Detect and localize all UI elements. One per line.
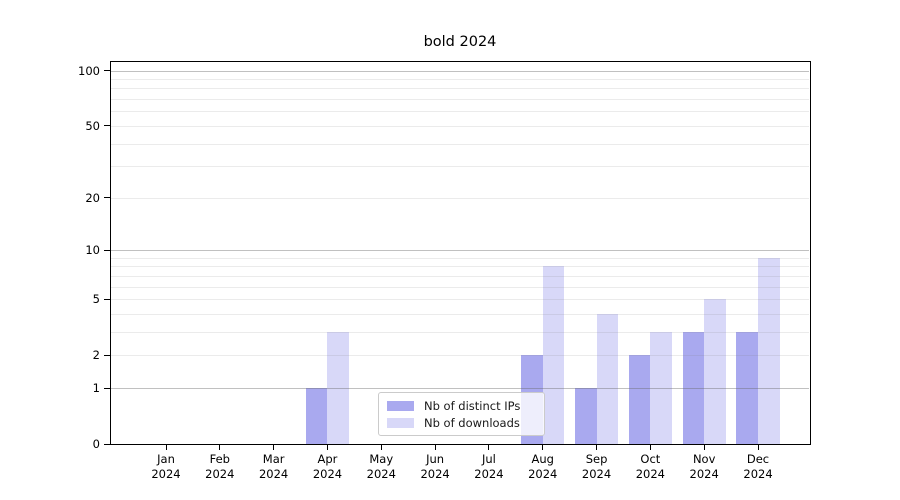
x-tick-label-may: May 2024 xyxy=(349,452,413,482)
gridline-1 xyxy=(111,388,809,390)
x-tick-year: 2024 xyxy=(420,467,450,482)
gridline-100 xyxy=(111,70,809,72)
x-tick-year: 2024 xyxy=(312,467,343,482)
x-tick-label-jul: Jul 2024 xyxy=(457,452,521,482)
x-tick-oct xyxy=(649,445,651,451)
y-tick-5 xyxy=(104,298,110,300)
legend-item-distinct-ips: Nb of distinct IPs xyxy=(387,398,538,413)
bar-distinct-ips-oct xyxy=(628,355,651,445)
y-tick-label-5: 5 xyxy=(92,292,100,307)
gridline-20 xyxy=(111,197,809,199)
gridline-50 xyxy=(111,125,809,127)
x-tick-may xyxy=(380,445,382,451)
gridline-7 xyxy=(111,275,809,277)
bar-downloads-dec xyxy=(758,257,780,445)
bar-distinct-ips-sep xyxy=(574,388,597,445)
bar-downloads-sep xyxy=(596,314,619,445)
gridline-6 xyxy=(111,286,809,288)
gridline-5 xyxy=(111,299,809,301)
legend-swatch-distinct-ips xyxy=(387,400,414,411)
gridline-40 xyxy=(111,143,809,145)
y-tick-label-2: 2 xyxy=(92,348,100,363)
gridline-10 xyxy=(111,250,809,252)
x-tick-year: 2024 xyxy=(205,467,235,482)
x-tick-aug xyxy=(542,445,544,451)
x-tick-year: 2024 xyxy=(689,467,719,482)
gridline-9 xyxy=(111,257,809,259)
y-tick-label-0: 0 xyxy=(92,437,100,452)
left-spine xyxy=(110,61,111,445)
bottom-spine xyxy=(110,444,811,446)
gridline-30 xyxy=(111,166,809,168)
gridline-60 xyxy=(111,111,809,113)
bar-distinct-ips-dec xyxy=(736,332,758,445)
x-tick-label-sep: Sep 2024 xyxy=(565,452,629,482)
x-tick-label-jan: Jan 2024 xyxy=(134,452,198,482)
gridline-4 xyxy=(111,314,809,316)
gridline-90 xyxy=(111,79,809,81)
x-tick-year: 2024 xyxy=(366,467,396,482)
x-tick-jan xyxy=(165,445,167,451)
bar-downloads-nov xyxy=(704,299,726,445)
x-tick-label-oct: Oct 2024 xyxy=(618,452,682,482)
bar-distinct-ips-apr xyxy=(305,388,328,445)
legend-label-downloads: Nb of downloads xyxy=(424,415,520,430)
x-tick-dec xyxy=(757,445,759,451)
gridline-70 xyxy=(111,99,809,101)
legend-item-downloads: Nb of downloads xyxy=(387,415,538,430)
y-tick-10 xyxy=(104,249,110,251)
x-tick-label-aug: Aug 2024 xyxy=(511,452,575,482)
chart-title: bold 2024 xyxy=(423,34,497,50)
right-spine xyxy=(810,61,811,445)
x-tick-label-jun: Jun 2024 xyxy=(403,452,467,482)
y-tick-1 xyxy=(104,387,110,389)
x-tick-year: 2024 xyxy=(258,467,289,482)
x-tick-year: 2024 xyxy=(635,467,666,482)
legend: Nb of distinct IPs Nb of downloads xyxy=(378,392,545,436)
x-tick-label-mar: Mar 2024 xyxy=(242,452,306,482)
y-tick-label-50: 50 xyxy=(85,118,100,133)
x-tick-year: 2024 xyxy=(581,467,612,482)
x-tick-label-dec: Dec 2024 xyxy=(726,452,790,482)
x-tick-year: 2024 xyxy=(151,467,181,482)
x-tick-label-nov: Nov 2024 xyxy=(672,452,736,482)
bar-downloads-oct xyxy=(650,332,673,445)
y-tick-label-20: 20 xyxy=(85,190,100,205)
x-tick-jun xyxy=(434,445,436,451)
y-tick-label-100: 100 xyxy=(78,63,100,78)
y-tick-label-10: 10 xyxy=(85,243,100,258)
x-tick-feb xyxy=(219,445,221,451)
y-tick-50 xyxy=(104,125,110,127)
x-tick-jul xyxy=(488,445,490,451)
y-tick-0 xyxy=(104,443,110,445)
gridline-80 xyxy=(111,88,809,90)
x-tick-sep xyxy=(596,445,598,451)
x-tick-label-feb: Feb 2024 xyxy=(188,452,252,482)
x-tick-apr xyxy=(326,445,328,451)
legend-swatch-downloads xyxy=(387,417,414,428)
y-tick-100 xyxy=(104,70,110,72)
y-tick-label-1: 1 xyxy=(92,381,100,396)
x-tick-year: 2024 xyxy=(743,467,773,482)
bar-downloads-apr xyxy=(327,332,350,445)
gridline-2 xyxy=(111,355,809,357)
top-spine xyxy=(110,61,810,62)
y-tick-20 xyxy=(104,197,110,199)
x-tick-mar xyxy=(273,445,275,451)
bar-distinct-ips-nov xyxy=(682,332,705,445)
bar-downloads-aug xyxy=(542,266,565,445)
x-tick-year: 2024 xyxy=(528,467,558,482)
y-tick-2 xyxy=(104,354,110,356)
x-tick-label-apr: Apr 2024 xyxy=(295,452,359,482)
gridline-3 xyxy=(111,332,809,334)
gridline-8 xyxy=(111,266,809,268)
legend-label-distinct-ips: Nb of distinct IPs xyxy=(424,398,521,413)
x-tick-nov xyxy=(703,445,705,451)
x-tick-year: 2024 xyxy=(474,467,504,482)
